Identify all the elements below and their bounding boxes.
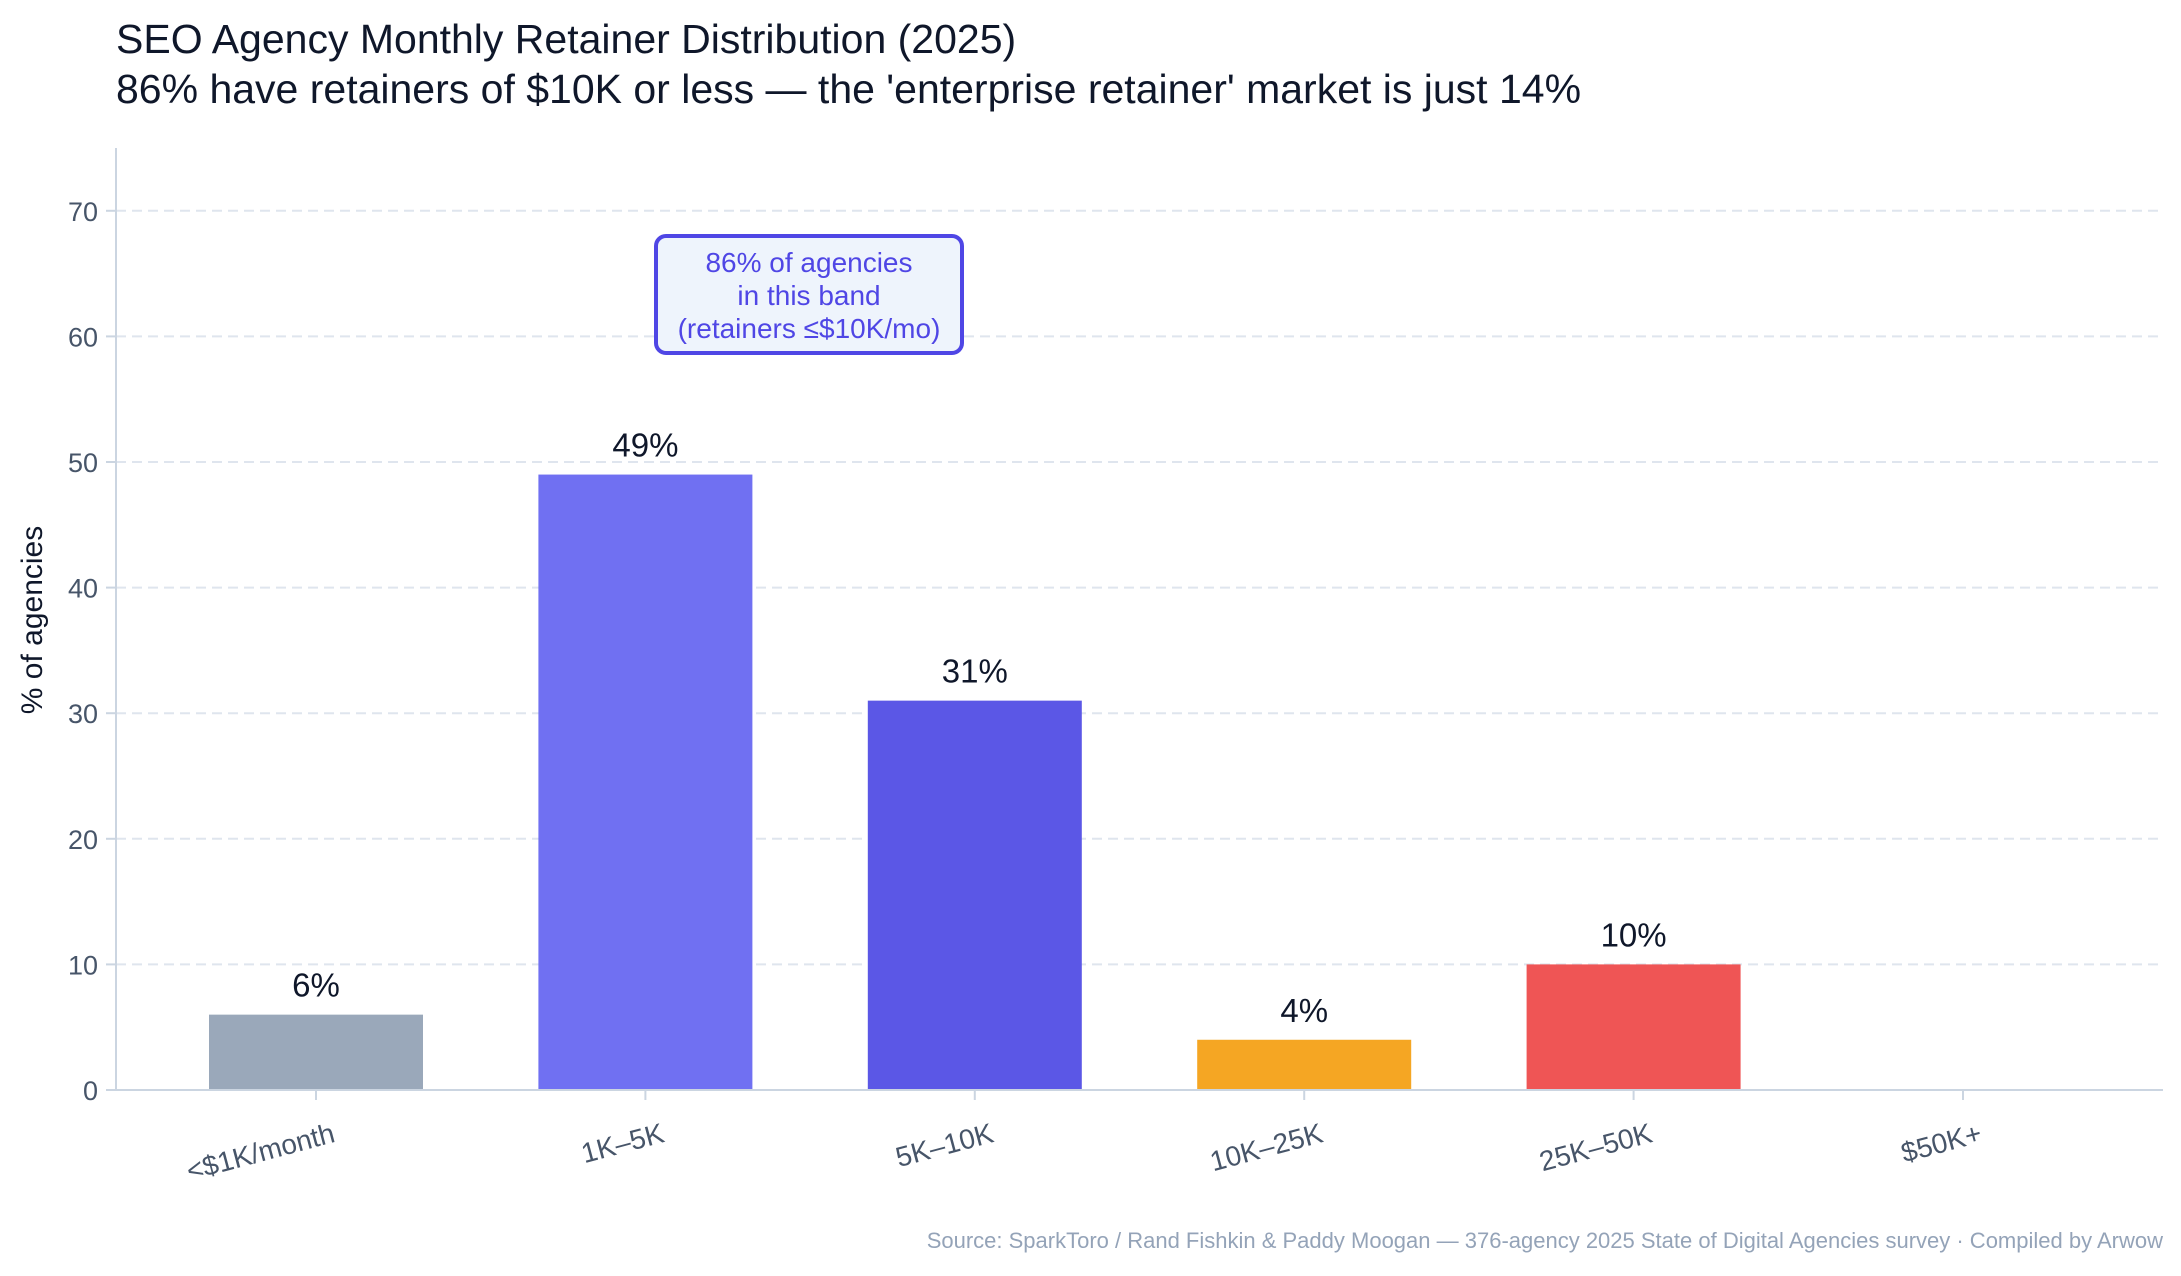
- gridlines: [116, 209, 2163, 966]
- x-tick-label: 5K–10K: [892, 1117, 997, 1173]
- bar: [1526, 964, 1741, 1090]
- y-tick-label: 20: [68, 825, 98, 855]
- x-tick-label: 10K–25K: [1207, 1117, 1327, 1177]
- x-tick-label: <$1K/month: [183, 1117, 338, 1186]
- data-labels: 6% 49% 31% 4% 10%: [292, 427, 1666, 1029]
- y-tick-label: 0: [83, 1076, 98, 1106]
- chart-title: SEO Agency Monthly Retainer Distribution…: [116, 16, 1017, 62]
- y-tick-label: 50: [68, 448, 98, 478]
- annotation-line-2: in this band: [737, 280, 881, 311]
- bar-value-label: 49%: [612, 427, 678, 464]
- bar-value-label: 31%: [942, 653, 1008, 690]
- y-tick-label: 40: [68, 574, 98, 604]
- y-tick-label: 60: [68, 322, 98, 352]
- axes: 0 10 20 30 40 50 60 70 <$1K/month 1K–5K 5K–10K 10K–…: [68, 148, 2163, 1187]
- source-note: Source: SparkToro / Rand Fishkin & Paddy…: [926, 1228, 2163, 1253]
- y-tick-label: 30: [68, 699, 98, 729]
- bars: [209, 474, 1741, 1090]
- bar-value-label: 10%: [1601, 916, 1667, 953]
- bar: [1197, 1039, 1412, 1090]
- bar-value-label: 4%: [1280, 992, 1328, 1029]
- y-tick-label: 70: [68, 197, 98, 227]
- bar: [209, 1014, 423, 1090]
- bar: [867, 700, 1082, 1090]
- y-axis-label: % of agencies: [16, 526, 49, 714]
- bar: [538, 474, 753, 1090]
- chart-subtitle: 86% have retainers of $10K or less — the…: [116, 66, 1582, 112]
- annotation-callout: 86% of agencies in this band (retainers …: [654, 234, 964, 355]
- annotation-line-3: (retainers ≤$10K/mo): [677, 313, 941, 344]
- bar-value-label: 6%: [292, 967, 340, 1004]
- x-tick-label: 25K–50K: [1536, 1117, 1656, 1177]
- x-tick-label: 1K–5K: [578, 1117, 668, 1169]
- y-tick-label: 10: [68, 950, 98, 980]
- x-tick-label: $50K+: [1898, 1117, 1985, 1168]
- annotation-line-1: 86% of agencies: [705, 247, 913, 278]
